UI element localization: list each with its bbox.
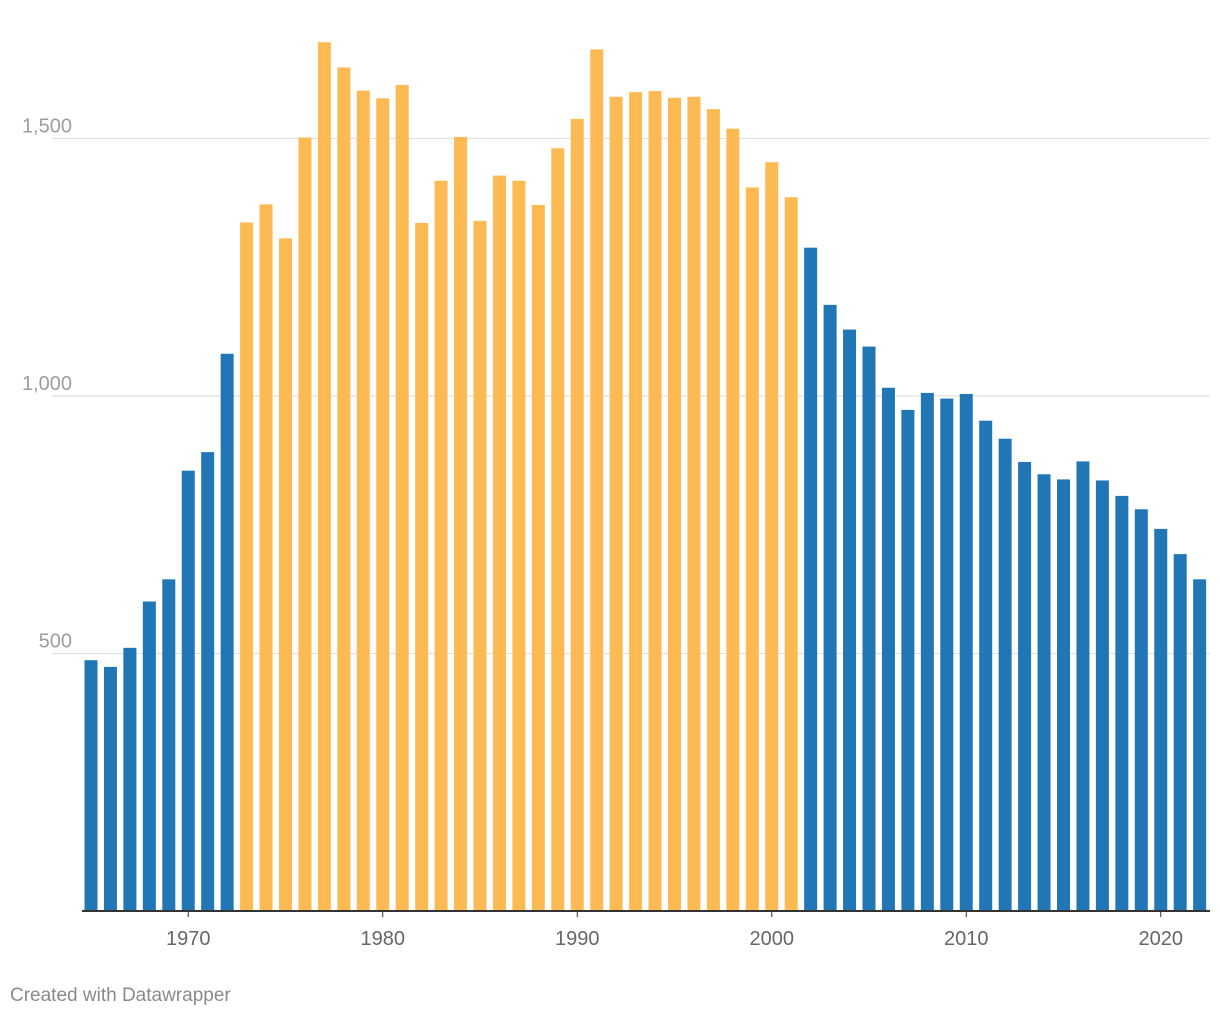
x-tick-label: 1980 [361, 928, 406, 950]
bar-1973 [240, 222, 254, 911]
bar-2009 [940, 398, 954, 911]
bar-1999 [745, 187, 759, 912]
bar-1972 [220, 353, 234, 911]
bar-2015 [1057, 479, 1070, 911]
bar-1983 [434, 180, 448, 912]
bar-1978 [337, 67, 351, 912]
bar-1993 [629, 92, 643, 911]
x-tick-label: 1970 [166, 928, 211, 950]
bar-1994 [648, 91, 662, 912]
bar-1976 [298, 137, 312, 912]
bar-1977 [317, 42, 331, 911]
bar-1998 [726, 128, 740, 912]
bar-1968 [142, 601, 156, 911]
bar-1965 [84, 660, 98, 911]
bar-2012 [998, 438, 1012, 911]
axes: 500 1,000 1,500 1970 1980 1990 2000 2010 2020 [22, 116, 1210, 950]
x-tick-label: 1990 [555, 928, 600, 950]
bar-1985 [473, 220, 487, 911]
bar-1980 [376, 98, 390, 911]
bar-1988 [531, 204, 545, 911]
bar-2018 [1115, 495, 1129, 911]
y-tick-label: 1,500 [22, 116, 72, 138]
bar-1979 [356, 90, 370, 912]
bar-2013 [1018, 461, 1032, 911]
bar-2021 [1173, 554, 1187, 911]
y-tick-label: 1,000 [22, 373, 72, 395]
bar-1969 [162, 579, 176, 911]
bar-2011 [979, 420, 993, 911]
bar-2008 [920, 392, 934, 911]
bar-1966 [103, 666, 117, 911]
bar-1970 [181, 470, 195, 911]
bar-1967 [123, 647, 137, 911]
bar-1974 [259, 204, 273, 912]
bar-1992 [609, 96, 623, 911]
bar-1990 [570, 118, 584, 912]
bar-2020 [1154, 528, 1168, 911]
bar-2005 [862, 346, 876, 911]
bar-1996 [687, 96, 701, 911]
bar-1989 [551, 148, 565, 911]
bar-2014 [1037, 474, 1051, 911]
bar-2000 [765, 162, 779, 911]
bar-1991 [590, 49, 604, 911]
bar-1975 [279, 238, 292, 911]
bar-2007 [901, 409, 915, 911]
bar-2017 [1095, 480, 1109, 911]
credit-text: Created with Datawrapper [10, 985, 231, 1006]
bar-1995 [668, 97, 681, 911]
bar-1971 [201, 452, 215, 911]
x-tick-label: 2020 [1139, 928, 1184, 950]
bars [84, 42, 1207, 912]
bar-1987 [512, 180, 526, 912]
bar-2001 [784, 197, 798, 911]
bar-2006 [881, 387, 895, 911]
bar-2022 [1193, 579, 1207, 911]
x-tick-label: 2000 [750, 928, 795, 950]
bar-1981 [395, 84, 409, 911]
bar-1982 [415, 222, 429, 911]
bar-2003 [823, 304, 837, 912]
bar-2019 [1134, 509, 1148, 911]
bar-1997 [706, 109, 720, 911]
bar-2004 [843, 329, 857, 911]
bar-2002 [804, 247, 818, 911]
x-tick-label: 2010 [944, 928, 989, 950]
bar-2010 [959, 393, 973, 911]
bar-1986 [492, 175, 506, 911]
bar-2016 [1076, 461, 1090, 911]
bar-1984 [454, 136, 468, 911]
y-tick-label: 500 [39, 631, 72, 653]
